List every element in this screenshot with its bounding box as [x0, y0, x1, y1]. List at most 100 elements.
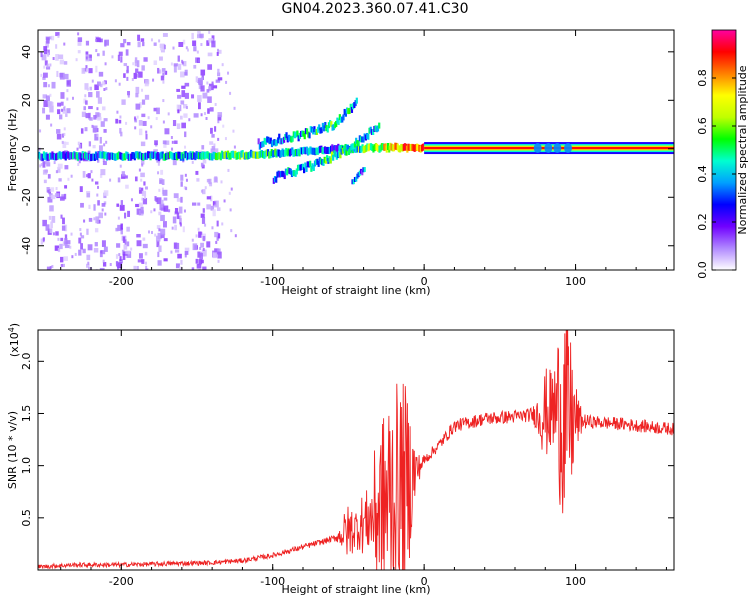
spectrogram-upper-branch [269, 137, 272, 144]
spectrogram-main-trace [128, 153, 132, 161]
spectrogram-noise [122, 236, 126, 243]
spectrogram-noise [186, 48, 189, 52]
spectrogram-noise [53, 161, 56, 165]
spectrogram-lower-branch [373, 125, 376, 132]
spectrogram-noise [120, 56, 123, 63]
spectrogram-noise [117, 216, 120, 220]
spectrogram-main-trace [180, 152, 184, 160]
spectrogram-main-trace [190, 152, 193, 160]
spectrogram-upper-branch [318, 124, 321, 131]
snr-y-exponent: (x104) [7, 323, 21, 357]
spectrogram-noise [198, 259, 203, 265]
spectrogram-upper-branch [316, 126, 320, 133]
spectrogram-noise [162, 72, 165, 76]
spectrogram-upper-branch [259, 141, 263, 148]
spectrogram-noise [150, 38, 153, 42]
spectrogram-upper-branch [329, 120, 332, 127]
spectrogram-noise [232, 129, 235, 133]
spectrogram-noise [162, 189, 168, 196]
spectrogram-upper-branch [273, 139, 276, 146]
spectrogram-lower-branch [349, 147, 352, 154]
spectrogram-noise [120, 200, 123, 206]
spectrogram-upper-branch [321, 122, 324, 129]
spectrogram-noise [223, 199, 226, 203]
spectrogram-noise [64, 73, 69, 80]
spectrogram-noise [213, 143, 216, 147]
spectrogram-lower-branch [339, 152, 342, 159]
spectrogram-noise [202, 189, 206, 195]
spectrogram-main-trace [154, 151, 157, 159]
spectrogram-main-trace [183, 151, 186, 159]
spectrogram-noise [216, 235, 219, 241]
spectrogram-upper-branch [263, 137, 266, 144]
spectrogram-upper-branch [349, 103, 352, 110]
spectrogram-noise [211, 134, 215, 138]
spectrogram-lower-branch [286, 169, 289, 176]
spectrogram-noise [214, 126, 217, 132]
spectrogram-noise [103, 118, 108, 122]
spectrogram-noise [63, 127, 66, 131]
spectrogram-noise [163, 143, 167, 148]
spectrogram-noise [97, 116, 102, 121]
spectrogram-main-trace [58, 151, 61, 159]
spectrogram-dip-branch [352, 179, 355, 185]
spectrogram-noise [155, 197, 159, 203]
spectrogram-main-trace [299, 147, 302, 155]
spectrogram-lower-branch [312, 164, 315, 171]
spectrogram-main-trace [155, 153, 158, 161]
spectrogram-noise [172, 120, 177, 127]
spectrogram-noise [141, 99, 146, 105]
spectrogram-lower-branch [298, 164, 301, 171]
spectrogram-noise [59, 243, 63, 250]
spectrogram-noise [46, 37, 50, 44]
spectrogram-main-trace [200, 152, 203, 160]
spectrogram-noise [145, 265, 148, 269]
spectrogram-noise [125, 250, 131, 255]
spectrogram-noise [57, 237, 60, 241]
spectrogram-main-trace [297, 148, 300, 156]
spectrogram-main-trace [399, 145, 402, 153]
spectrogram-main-trace [302, 147, 305, 155]
spectrogram-noise [176, 198, 181, 202]
spectrogram-noise [181, 61, 184, 65]
spectrogram-noise [200, 113, 203, 117]
spectrogram-lower-branch [333, 150, 336, 157]
colorbar-tick-label: 0.0 [696, 261, 709, 279]
spectrogram-main-trace [45, 152, 48, 160]
spectrogram-noise [135, 86, 140, 94]
spectrogram-upper-branch [333, 122, 337, 129]
spectrogram-noise [78, 249, 82, 256]
spectrogram-main-trace [385, 145, 388, 153]
spectrogram-noise [88, 54, 92, 59]
spectrogram-main-trace [223, 151, 226, 159]
spectrogram-noise [46, 187, 50, 193]
spectrogram-noise [144, 186, 148, 190]
spectrogram-noise [213, 148, 219, 155]
spectrogram-noise [126, 226, 130, 232]
spectrogram-noise [174, 140, 178, 144]
spectrogram-main-trace [303, 146, 306, 154]
spectrogram-lower-branch [364, 134, 367, 141]
spectrogram-noise [202, 266, 207, 270]
spectrogram-noise [95, 38, 98, 42]
spectrogram-noise [47, 189, 50, 193]
spectrogram-main-trace [322, 147, 325, 155]
spectrogram-lower-branch [352, 143, 355, 150]
spectrogram-lower-branch [321, 159, 324, 166]
spectrogram-noise [59, 72, 65, 80]
spectrogram-noise [148, 230, 151, 234]
snr-panel: -200 -100 0 100 0.5 1.0 1.5 2.0 Height of strai… [6, 323, 675, 596]
spectrogram-dip-branch [353, 176, 357, 182]
spectrogram-noise [66, 89, 69, 93]
spectrogram-noise [164, 140, 170, 145]
spectrogram-noise [209, 107, 214, 112]
colorbar-tick-label: 0.8 [696, 69, 709, 87]
spectrogram-main-trace [178, 151, 181, 159]
spectrogram-noise [76, 147, 79, 151]
spectrogram-noise [64, 165, 69, 170]
spectrogram-noise [145, 268, 149, 270]
spectrogram-main-trace [408, 143, 411, 151]
spectrogram-upper-branch [272, 139, 275, 146]
spectrogram-noise [85, 100, 88, 105]
spectrogram-main-trace [400, 143, 403, 151]
